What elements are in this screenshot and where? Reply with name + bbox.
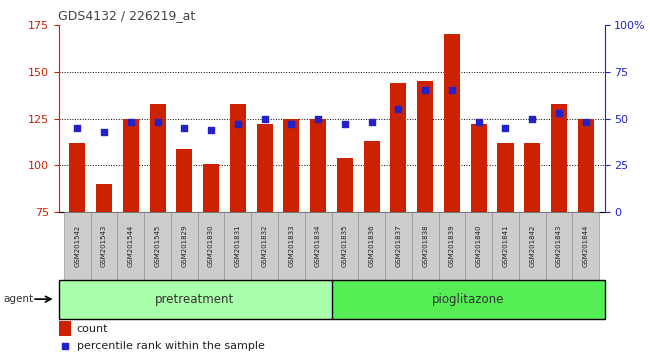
Bar xyxy=(58,280,332,319)
Bar xyxy=(545,212,573,280)
Point xyxy=(59,343,70,348)
Bar xyxy=(230,104,246,212)
Bar xyxy=(278,212,305,280)
Bar xyxy=(171,212,198,280)
Point xyxy=(206,127,216,133)
Point xyxy=(259,116,270,121)
Text: GSM201844: GSM201844 xyxy=(583,225,589,267)
Text: pioglitazone: pioglitazone xyxy=(432,293,504,306)
Point xyxy=(233,121,243,127)
Point xyxy=(447,87,457,93)
Bar xyxy=(358,212,385,280)
Text: GSM201835: GSM201835 xyxy=(342,225,348,267)
Text: agent: agent xyxy=(3,294,33,304)
Point xyxy=(179,125,190,131)
Text: GSM201843: GSM201843 xyxy=(556,225,562,267)
Bar xyxy=(497,143,514,212)
Text: GDS4132 / 226219_at: GDS4132 / 226219_at xyxy=(58,9,196,22)
Text: GSM201839: GSM201839 xyxy=(449,225,455,267)
Point xyxy=(500,125,511,131)
Bar xyxy=(150,104,166,212)
Bar xyxy=(69,143,85,212)
Bar xyxy=(337,158,353,212)
Point xyxy=(152,120,162,125)
Text: GSM201542: GSM201542 xyxy=(74,225,80,267)
Bar xyxy=(444,34,460,212)
Bar xyxy=(224,212,251,280)
Bar xyxy=(417,81,433,212)
Bar xyxy=(118,212,144,280)
Text: GSM201545: GSM201545 xyxy=(155,225,161,267)
Bar xyxy=(385,212,412,280)
Bar xyxy=(332,280,604,319)
Point xyxy=(527,116,538,121)
Text: GSM201830: GSM201830 xyxy=(208,225,214,267)
Bar xyxy=(58,321,70,336)
Point xyxy=(340,121,350,127)
Point xyxy=(125,120,136,125)
Text: GSM201836: GSM201836 xyxy=(369,225,374,267)
Bar xyxy=(96,184,112,212)
Bar xyxy=(578,119,594,212)
Bar xyxy=(198,212,224,280)
Text: count: count xyxy=(77,324,108,333)
Bar xyxy=(332,212,358,280)
Bar xyxy=(471,124,487,212)
Bar xyxy=(176,149,192,212)
Text: GSM201837: GSM201837 xyxy=(395,225,402,267)
Text: GSM201829: GSM201829 xyxy=(181,225,187,267)
Bar xyxy=(573,212,599,280)
Point xyxy=(313,116,323,121)
Bar xyxy=(283,119,300,212)
Bar xyxy=(90,212,118,280)
Text: percentile rank within the sample: percentile rank within the sample xyxy=(77,341,265,350)
Point xyxy=(580,120,591,125)
Bar xyxy=(439,212,465,280)
Bar xyxy=(310,119,326,212)
Text: GSM201840: GSM201840 xyxy=(476,225,482,267)
Bar xyxy=(144,212,171,280)
Point xyxy=(99,129,109,135)
Bar xyxy=(492,212,519,280)
Text: GSM201833: GSM201833 xyxy=(289,225,294,267)
Text: GSM201543: GSM201543 xyxy=(101,225,107,267)
Bar xyxy=(363,141,380,212)
Bar xyxy=(391,83,406,212)
Bar xyxy=(305,212,332,280)
Text: pretreatment: pretreatment xyxy=(155,293,235,306)
Bar xyxy=(551,104,567,212)
Text: GSM201832: GSM201832 xyxy=(261,225,268,267)
Bar xyxy=(412,212,439,280)
Text: GSM201831: GSM201831 xyxy=(235,225,240,267)
Bar xyxy=(524,143,540,212)
Text: GSM201834: GSM201834 xyxy=(315,225,321,267)
Text: GSM201838: GSM201838 xyxy=(422,225,428,267)
Bar xyxy=(257,124,272,212)
Bar xyxy=(465,212,492,280)
Bar xyxy=(64,212,90,280)
Point xyxy=(72,125,83,131)
Text: GSM201544: GSM201544 xyxy=(128,225,134,267)
Point xyxy=(286,121,296,127)
Text: GSM201842: GSM201842 xyxy=(529,225,535,267)
Point xyxy=(554,110,564,116)
Text: GSM201841: GSM201841 xyxy=(502,225,508,267)
Bar xyxy=(123,119,139,212)
Bar xyxy=(519,212,545,280)
Point xyxy=(393,106,404,112)
Point xyxy=(420,87,430,93)
Bar xyxy=(203,164,219,212)
Point xyxy=(473,120,484,125)
Bar xyxy=(251,212,278,280)
Point xyxy=(367,120,377,125)
